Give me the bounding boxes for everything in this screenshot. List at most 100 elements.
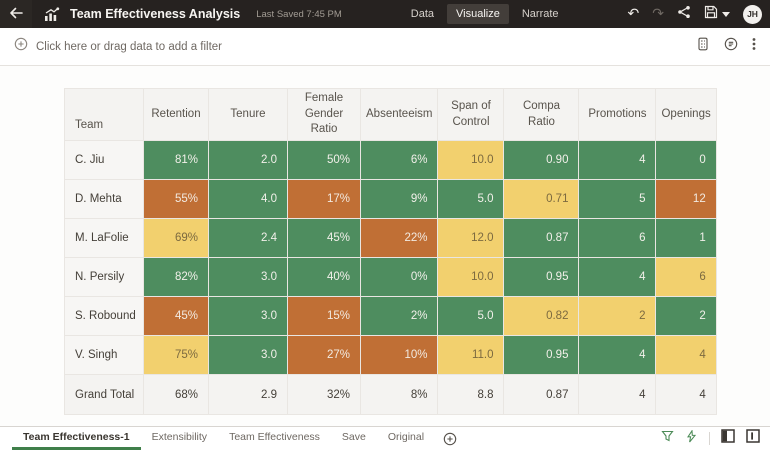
sheet-tabs: Team Effectiveness-1 Extensibility Team Ef… <box>12 427 435 450</box>
sheet-tab-team-effectiveness[interactable]: Team Effectiveness <box>229 431 320 443</box>
last-saved-label: Last Saved 7:45 PM <box>256 8 342 20</box>
data-cell-green[interactable]: 4 <box>578 335 657 375</box>
sheet-tab-team-effectiveness-1[interactable]: Team Effectiveness-1 <box>12 427 141 450</box>
undo-button[interactable]: ↶ <box>628 7 640 21</box>
data-cell-green[interactable]: 0.95 <box>503 257 580 297</box>
data-cell-green[interactable]: 4 <box>578 257 657 297</box>
more-options-button[interactable] <box>752 37 756 56</box>
top-nav-visualize[interactable]: Visualize <box>447 4 509 24</box>
data-cell-green[interactable]: 6 <box>578 218 657 258</box>
row-label[interactable]: D. Mehta <box>64 179 144 219</box>
data-cell-green[interactable]: 2.0 <box>208 140 288 180</box>
data-cell-yellow[interactable]: 69% <box>143 218 209 258</box>
filter-indicator-button[interactable] <box>661 430 674 448</box>
data-cell-green[interactable]: 81% <box>143 140 209 180</box>
data-cell-green[interactable]: 2% <box>359 296 439 336</box>
data-cell-orange[interactable]: 17% <box>287 179 361 219</box>
back-arrow-icon <box>8 6 24 23</box>
column-header-team[interactable]: Team <box>64 88 144 141</box>
data-cell-green[interactable]: 9% <box>359 179 439 219</box>
data-cell-yellow[interactable]: 11.0 <box>437 335 505 375</box>
data-cell-orange[interactable]: 45% <box>143 296 209 336</box>
top-nav-narrate[interactable]: Narrate <box>521 8 559 20</box>
data-cell-green[interactable]: 2.4 <box>208 218 288 258</box>
column-header[interactable]: Absenteeism <box>359 88 439 141</box>
sheet-tab-extensibility[interactable]: Extensibility <box>151 431 208 443</box>
row-label[interactable]: M. LaFolie <box>64 218 144 258</box>
data-cell-yellow[interactable]: 0.71 <box>503 179 580 219</box>
auto-insights-button[interactable] <box>685 428 698 448</box>
column-header[interactable]: Compa Ratio <box>503 88 580 141</box>
save-menu-caret-icon[interactable] <box>722 11 730 17</box>
data-cell-yellow[interactable]: 4 <box>655 335 717 375</box>
data-cell-green[interactable]: 0.90 <box>503 140 580 180</box>
data-cell-green[interactable]: 5 <box>578 179 657 219</box>
share-button[interactable] <box>677 5 691 24</box>
data-cell-yellow[interactable]: 10.0 <box>437 257 505 297</box>
data-cell-green[interactable]: 5.0 <box>437 179 505 219</box>
redo-button[interactable]: ↷ <box>652 7 664 21</box>
add-filter-area[interactable]: Click here or drag data to add a filter <box>14 37 222 56</box>
column-header[interactable]: Promotions <box>578 88 657 141</box>
data-cell-yellow[interactable]: 2 <box>578 296 657 336</box>
toggle-right-panel-button[interactable] <box>746 429 760 448</box>
data-cell-green[interactable]: 82% <box>143 257 209 297</box>
canvas-area: Team Retention Tenure Female Gender Ratio Ab… <box>0 66 770 426</box>
data-cell-green[interactable]: 3.0 <box>208 296 288 336</box>
canvas-settings-button[interactable] <box>696 37 710 56</box>
column-header[interactable]: Span of Control <box>437 88 505 141</box>
data-cell-orange[interactable]: 22% <box>359 218 439 258</box>
top-nav-data[interactable]: Data <box>410 8 435 20</box>
data-cell-green[interactable]: 0% <box>359 257 439 297</box>
data-cell-orange[interactable]: 27% <box>287 335 361 375</box>
data-cell-green[interactable]: 2 <box>655 296 717 336</box>
data-cell-green[interactable]: 3.0 <box>208 335 288 375</box>
column-header[interactable]: Tenure <box>208 88 288 141</box>
data-cell-green[interactable]: 5.0 <box>437 296 505 336</box>
data-cell-green[interactable]: 0 <box>655 140 717 180</box>
save-button[interactable] <box>704 5 730 24</box>
data-cell-green[interactable]: 3.0 <box>208 257 288 297</box>
data-cell-green[interactable]: 4.0 <box>208 179 288 219</box>
data-cell-green[interactable]: 40% <box>287 257 361 297</box>
notes-button[interactable] <box>724 37 738 56</box>
grand-total-cell: 4 <box>578 374 657 415</box>
sheet-tab-save[interactable]: Save <box>341 431 366 443</box>
data-cell-orange[interactable]: 15% <box>287 296 361 336</box>
data-cell-green[interactable]: 4 <box>578 140 657 180</box>
data-cell-yellow[interactable]: 10.0 <box>437 140 505 180</box>
data-cell-green[interactable]: 45% <box>287 218 361 258</box>
toggle-left-panel-button[interactable] <box>721 429 735 448</box>
data-cell-orange[interactable]: 55% <box>143 179 209 219</box>
row-label[interactable]: N. Persily <box>64 257 144 297</box>
data-cell-yellow[interactable]: 0.82 <box>503 296 580 336</box>
data-cell-green[interactable]: 1 <box>655 218 717 258</box>
save-icon <box>704 5 718 24</box>
add-filter-prompt: Click here or drag data to add a filter <box>36 40 223 53</box>
data-cell-green[interactable]: 6% <box>359 140 439 180</box>
table-row: N. Persily 82% 3.0 40% 0% 10.0 0.95 4 6 <box>64 257 717 297</box>
column-header[interactable]: Retention <box>143 88 209 141</box>
data-cell-yellow[interactable]: 75% <box>143 335 209 375</box>
share-icon <box>677 5 691 24</box>
row-label[interactable]: C. Jiu <box>64 140 144 180</box>
row-label[interactable]: V. Singh <box>64 335 144 375</box>
column-header[interactable]: Openings <box>655 88 717 141</box>
data-cell-yellow[interactable]: 6 <box>655 257 717 297</box>
footer-divider <box>709 432 710 445</box>
column-header[interactable]: Female Gender Ratio <box>287 88 361 141</box>
data-cell-green[interactable]: 50% <box>287 140 361 180</box>
back-button[interactable] <box>0 0 32 28</box>
sheet-tab-original[interactable]: Original <box>387 431 425 443</box>
page-title: Team Effectiveness Analysis <box>70 7 241 21</box>
data-cell-orange[interactable]: 12 <box>655 179 717 219</box>
data-cell-green[interactable]: 0.87 <box>503 218 580 258</box>
data-cell-green[interactable]: 0.95 <box>503 335 580 375</box>
add-canvas-button[interactable] <box>435 427 465 450</box>
avatar[interactable]: JH <box>743 4 762 24</box>
data-cell-yellow[interactable]: 12.0 <box>437 218 505 258</box>
data-cell-orange[interactable]: 10% <box>359 335 439 375</box>
grand-total-row: Grand Total 68% 2.9 32% 8% 8.8 0.87 4 4 <box>64 374 717 415</box>
row-label[interactable]: S. Robound <box>64 296 144 336</box>
